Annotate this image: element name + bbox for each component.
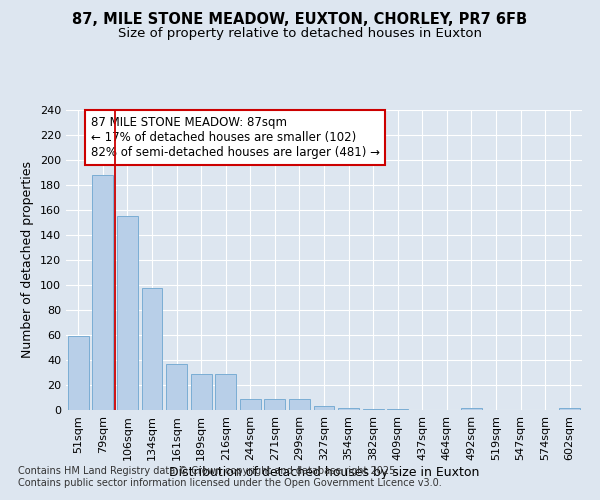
Bar: [68, 336, 89, 410]
Bar: [314, 406, 334, 410]
Bar: [387, 409, 408, 410]
Bar: [92, 175, 113, 410]
Bar: [191, 374, 212, 410]
Bar: [559, 408, 580, 410]
Bar: [265, 399, 286, 410]
Bar: [117, 216, 138, 410]
Text: 87, MILE STONE MEADOW, EUXTON, CHORLEY, PR7 6FB: 87, MILE STONE MEADOW, EUXTON, CHORLEY, …: [73, 12, 527, 28]
Text: Contains HM Land Registry data © Crown copyright and database right 2025.
Contai: Contains HM Land Registry data © Crown c…: [18, 466, 442, 487]
Bar: [240, 399, 261, 410]
Bar: [215, 374, 236, 410]
Text: 87 MILE STONE MEADOW: 87sqm
← 17% of detached houses are smaller (102)
82% of se: 87 MILE STONE MEADOW: 87sqm ← 17% of det…: [91, 116, 380, 159]
Bar: [289, 399, 310, 410]
Bar: [461, 408, 482, 410]
Bar: [362, 409, 383, 410]
X-axis label: Distribution of detached houses by size in Euxton: Distribution of detached houses by size …: [169, 466, 479, 478]
Text: Size of property relative to detached houses in Euxton: Size of property relative to detached ho…: [118, 28, 482, 40]
Bar: [166, 364, 187, 410]
Y-axis label: Number of detached properties: Number of detached properties: [22, 162, 34, 358]
Bar: [338, 408, 359, 410]
Bar: [142, 288, 163, 410]
